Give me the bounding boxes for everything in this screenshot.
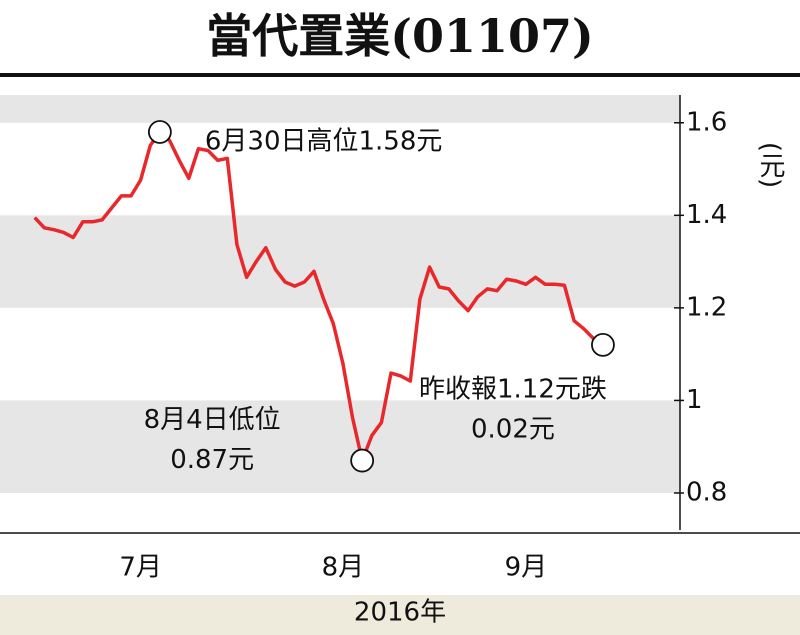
annotation-text: 6月30日高位1.58元 [205, 127, 443, 157]
x-tick-label: 9月 [505, 553, 548, 583]
x-tick-label: 8月 [322, 553, 365, 583]
y-tick-label: 1.4 [686, 200, 727, 230]
annotation-marker [350, 448, 375, 473]
annotation-text: 昨收報1.12元跌 [419, 374, 607, 404]
price-line [33, 130, 604, 463]
x-axis-title: 2016年 [354, 598, 446, 628]
grid-band [0, 400, 680, 493]
grid-band [0, 215, 680, 308]
title-rule [0, 73, 800, 77]
y-tick-label: 1 [686, 385, 703, 415]
annotation-text: 8月4日低位 [144, 405, 281, 435]
grid-band [0, 95, 680, 123]
x-axis-band [0, 595, 800, 635]
y-tick-label: 1.2 [686, 292, 727, 322]
y-axis-title: (元) [755, 142, 785, 188]
annotation-marker [147, 120, 172, 144]
annotation-marker [591, 332, 615, 357]
y-tick-label: 0.8 [686, 477, 727, 507]
bands [0, 95, 680, 493]
chart-title: 當代置業(01107) [206, 9, 594, 63]
x-tick-label: 7月 [119, 553, 162, 583]
y-tick-label: 1.6 [686, 107, 727, 137]
annotation-text: 0.87元 [170, 445, 254, 475]
annotation-text: 0.02元 [471, 414, 555, 444]
